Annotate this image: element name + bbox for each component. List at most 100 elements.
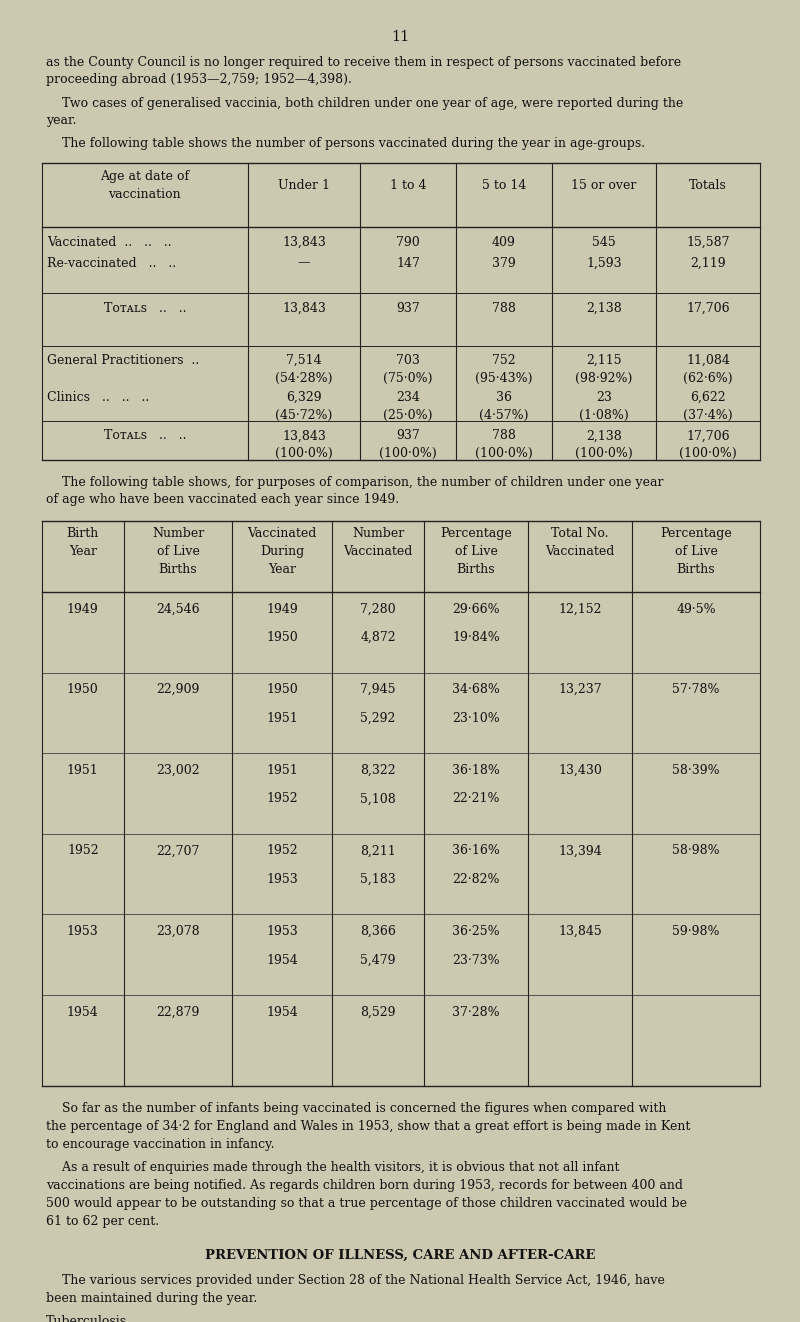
- Text: of Live: of Live: [454, 545, 498, 558]
- Text: 2,138: 2,138: [586, 430, 622, 443]
- Text: to encourage vaccination in infancy.: to encourage vaccination in infancy.: [46, 1138, 274, 1151]
- Text: 6,622: 6,622: [690, 391, 726, 405]
- Text: 8,529: 8,529: [360, 1006, 396, 1019]
- Text: (54·28%): (54·28%): [275, 371, 333, 385]
- Text: of age who have been vaccinated each year since 1949.: of age who have been vaccinated each yea…: [46, 493, 398, 506]
- Text: of Live: of Live: [157, 545, 199, 558]
- Text: 15 or over: 15 or over: [571, 178, 637, 192]
- Text: (95·43%): (95·43%): [475, 371, 533, 385]
- Text: 13,845: 13,845: [558, 925, 602, 939]
- Text: 13,237: 13,237: [558, 683, 602, 697]
- Text: 409: 409: [492, 235, 516, 249]
- Text: proceeding abroad (1953—2,759; 1952—4,398).: proceeding abroad (1953—2,759; 1952—4,39…: [46, 74, 351, 86]
- Text: Clinics   ..   ..   ..: Clinics .. .. ..: [47, 391, 150, 405]
- Text: 752: 752: [492, 353, 516, 366]
- Text: As a result of enquiries made through the health visitors, it is obvious that no: As a result of enquiries made through th…: [46, 1161, 619, 1174]
- Text: 147: 147: [396, 256, 420, 270]
- Text: 13,394: 13,394: [558, 845, 602, 858]
- Text: 1954: 1954: [67, 1006, 98, 1019]
- Text: Percentage: Percentage: [660, 527, 732, 541]
- Text: 15,587: 15,587: [686, 235, 730, 249]
- Text: 1952: 1952: [67, 845, 98, 858]
- Text: 1950: 1950: [266, 683, 298, 697]
- Text: 5,108: 5,108: [360, 792, 396, 805]
- Text: 36·25%: 36·25%: [452, 925, 500, 939]
- Text: 22,879: 22,879: [156, 1006, 200, 1019]
- Text: 22·82%: 22·82%: [452, 873, 500, 886]
- Text: 58·39%: 58·39%: [672, 764, 720, 777]
- Text: 24,546: 24,546: [156, 603, 200, 616]
- Text: Vaccinated  ..   ..   ..: Vaccinated .. .. ..: [47, 235, 172, 249]
- Text: 937: 937: [396, 301, 420, 315]
- Text: vaccination: vaccination: [109, 188, 181, 201]
- Text: been maintained during the year.: been maintained during the year.: [46, 1292, 257, 1305]
- Text: 5 to 14: 5 to 14: [482, 178, 526, 192]
- Text: General Practitioners  ..: General Practitioners ..: [47, 353, 199, 366]
- Text: 37·28%: 37·28%: [452, 1006, 500, 1019]
- Text: 2,138: 2,138: [586, 301, 622, 315]
- Text: 8,366: 8,366: [360, 925, 396, 939]
- Text: 788: 788: [492, 430, 516, 443]
- Text: 61 to 62 per cent.: 61 to 62 per cent.: [46, 1215, 158, 1228]
- Text: (100·0%): (100·0%): [475, 447, 533, 460]
- Text: 1949: 1949: [67, 603, 98, 616]
- Text: 23·10%: 23·10%: [452, 711, 500, 724]
- Text: During: During: [260, 545, 304, 558]
- Text: 36: 36: [496, 391, 512, 405]
- Text: (37·4%): (37·4%): [683, 408, 733, 422]
- Text: (75·0%): (75·0%): [383, 371, 433, 385]
- Text: 1951: 1951: [266, 711, 298, 724]
- Text: 1949: 1949: [266, 603, 298, 616]
- Text: 1950: 1950: [266, 631, 298, 644]
- Text: Two cases of generalised vaccinia, both children under one year of age, were rep: Two cases of generalised vaccinia, both …: [46, 97, 683, 110]
- Text: 13,843: 13,843: [282, 301, 326, 315]
- Text: 29·66%: 29·66%: [452, 603, 500, 616]
- Text: 379: 379: [492, 256, 516, 270]
- Text: 6,329: 6,329: [286, 391, 322, 405]
- Text: 1953: 1953: [266, 925, 298, 939]
- Text: 13,843: 13,843: [282, 235, 326, 249]
- Text: Year: Year: [69, 545, 97, 558]
- Text: 11: 11: [391, 30, 409, 45]
- Text: The various services provided under Section 28 of the National Health Service Ac: The various services provided under Sect…: [46, 1274, 665, 1288]
- Text: 23,078: 23,078: [156, 925, 200, 939]
- Text: Totals: Totals: [689, 178, 727, 192]
- Text: year.: year.: [46, 114, 76, 127]
- Text: 2,119: 2,119: [690, 256, 726, 270]
- Text: 788: 788: [492, 301, 516, 315]
- Text: 22·21%: 22·21%: [452, 792, 500, 805]
- Text: (45·72%): (45·72%): [275, 408, 333, 422]
- Text: Number: Number: [152, 527, 204, 541]
- Text: Vaccinated: Vaccinated: [546, 545, 614, 558]
- Text: 7,514: 7,514: [286, 353, 322, 366]
- Text: The following table shows, for purposes of comparison, the number of children un: The following table shows, for purposes …: [46, 476, 663, 489]
- Text: The following table shows the number of persons vaccinated during the year in ag: The following table shows the number of …: [46, 137, 645, 151]
- Text: 11,084: 11,084: [686, 353, 730, 366]
- Text: 1952: 1952: [266, 845, 298, 858]
- Text: (25·0%): (25·0%): [383, 408, 433, 422]
- Text: 17,706: 17,706: [686, 430, 730, 443]
- Text: the percentage of 34·2 for England and Wales in 1953, show that a great effort i: the percentage of 34·2 for England and W…: [46, 1120, 690, 1133]
- Text: 937: 937: [396, 430, 420, 443]
- Text: (1·08%): (1·08%): [579, 408, 629, 422]
- Text: Number: Number: [352, 527, 404, 541]
- Text: Tuberculosis: Tuberculosis: [46, 1315, 126, 1322]
- Text: 1 to 4: 1 to 4: [390, 178, 426, 192]
- Text: 7,945: 7,945: [360, 683, 396, 697]
- Text: (62·6%): (62·6%): [683, 371, 733, 385]
- Text: 545: 545: [592, 235, 616, 249]
- Text: Births: Births: [457, 563, 495, 576]
- Text: 23: 23: [596, 391, 612, 405]
- Text: 58·98%: 58·98%: [672, 845, 720, 858]
- Text: 36·18%: 36·18%: [452, 764, 500, 777]
- Text: Birth: Birth: [66, 527, 99, 541]
- Text: Vaccinated: Vaccinated: [247, 527, 317, 541]
- Text: 5,479: 5,479: [360, 953, 396, 966]
- Text: —: —: [298, 256, 310, 270]
- Text: PREVENTION OF ILLNESS, CARE AND AFTER-CARE: PREVENTION OF ILLNESS, CARE AND AFTER-CA…: [205, 1248, 595, 1261]
- Text: 703: 703: [396, 353, 420, 366]
- Text: 1952: 1952: [266, 792, 298, 805]
- Text: 1951: 1951: [67, 764, 98, 777]
- Text: 23,002: 23,002: [156, 764, 200, 777]
- Text: Under 1: Under 1: [278, 178, 330, 192]
